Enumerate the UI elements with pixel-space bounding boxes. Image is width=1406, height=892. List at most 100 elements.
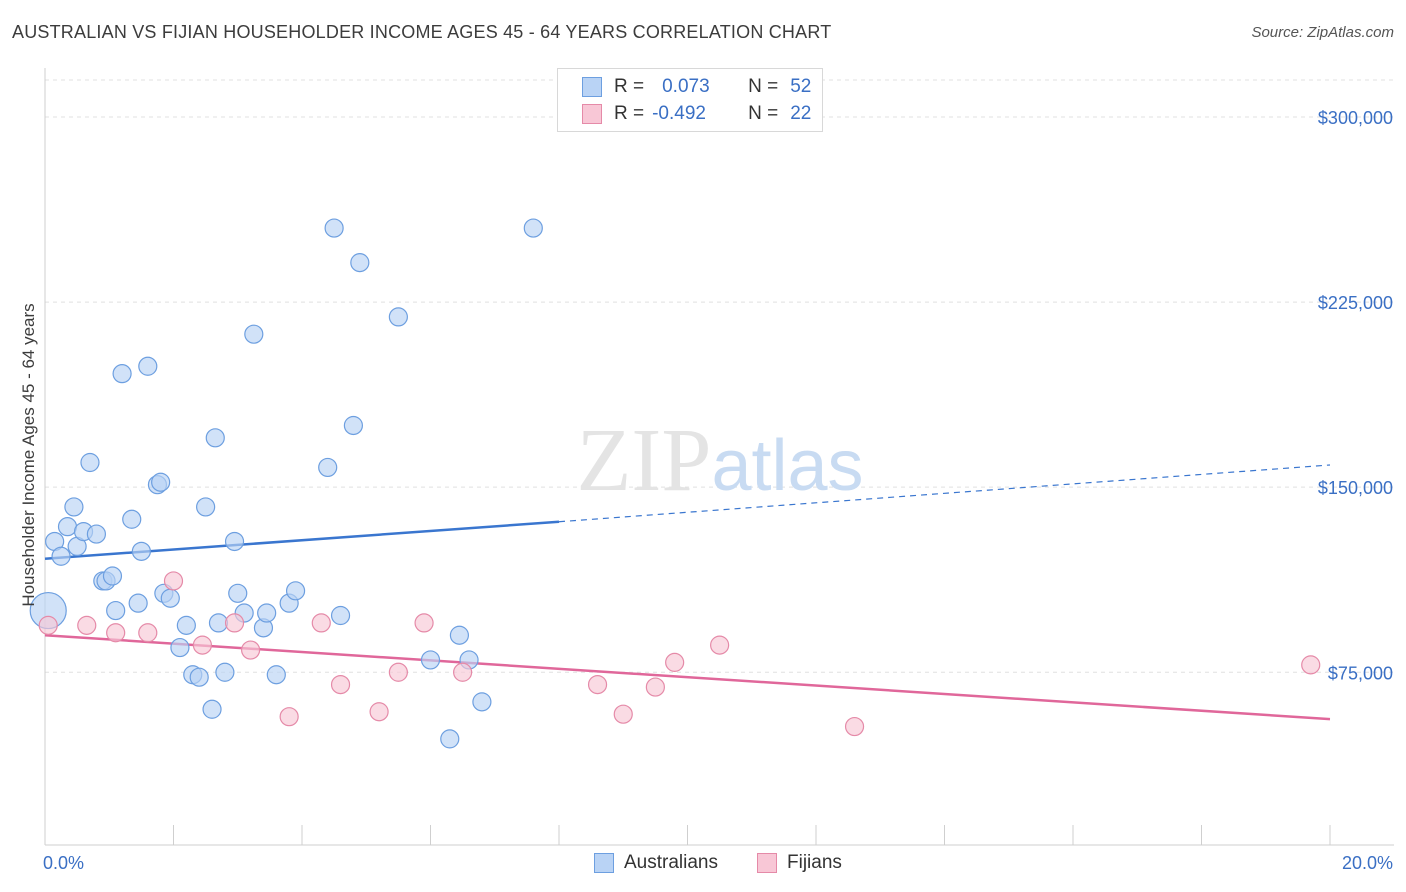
point-fijians bbox=[106, 623, 126, 643]
legend-item-australians: Australians bbox=[594, 852, 718, 874]
point-australians bbox=[224, 531, 245, 552]
point-australians bbox=[266, 665, 286, 685]
r-value: -0.492 bbox=[652, 103, 706, 124]
y-axis-title: Householder Income Ages 45 - 64 years bbox=[19, 303, 38, 606]
point-australians bbox=[112, 364, 132, 384]
legend-label-fijians: Fijians bbox=[787, 852, 842, 873]
point-australians bbox=[176, 615, 196, 635]
source-credit: Source: ZipAtlas.com bbox=[1251, 24, 1394, 41]
correlation-legend: R = 0.073 N = 52 R = -0.492 N = 22 bbox=[557, 68, 823, 132]
watermark-zip: ZIP bbox=[576, 411, 711, 510]
point-australians bbox=[202, 699, 222, 719]
point-fijians bbox=[645, 677, 665, 697]
legend-row-fijians: R = -0.492 N = 22 bbox=[582, 102, 811, 126]
grid-lines bbox=[45, 79, 1394, 673]
x-tick-labels: 0.0% 20.0% bbox=[43, 853, 1393, 873]
point-australians bbox=[318, 457, 338, 478]
watermark: ZIPatlas bbox=[576, 411, 863, 510]
point-australians bbox=[285, 581, 306, 601]
trend-line-fijians bbox=[44, 633, 1331, 721]
point-fijians bbox=[369, 702, 389, 722]
point-fijians bbox=[311, 613, 331, 633]
point-australians bbox=[106, 600, 126, 621]
point-australians bbox=[420, 650, 441, 670]
point-fijians bbox=[844, 716, 865, 737]
n-label: N = bbox=[748, 76, 779, 97]
point-australians bbox=[102, 566, 123, 586]
point-australians bbox=[189, 667, 209, 687]
legend-swatch-fijians bbox=[757, 853, 777, 873]
point-australians bbox=[131, 541, 151, 561]
point-australians bbox=[472, 692, 492, 712]
x-tick-label: 20.0% bbox=[1342, 853, 1393, 873]
point-australians bbox=[151, 472, 171, 492]
point-australians bbox=[160, 588, 180, 608]
point-australians bbox=[128, 593, 148, 613]
point-australians bbox=[170, 637, 190, 658]
point-australians bbox=[196, 497, 216, 517]
point-australians bbox=[51, 546, 71, 566]
point-australians bbox=[388, 307, 408, 327]
point-fijians bbox=[192, 635, 213, 655]
point-fijians bbox=[388, 662, 408, 682]
point-australians bbox=[205, 428, 225, 448]
point-australians bbox=[343, 415, 363, 436]
point-fijians bbox=[665, 652, 685, 672]
point-australians bbox=[330, 605, 351, 626]
point-australians bbox=[244, 324, 264, 344]
point-australians bbox=[228, 583, 248, 603]
legend-row-australians: R = 0.073 N = 52 bbox=[582, 75, 811, 99]
trend-line-australians-projection bbox=[558, 464, 1331, 523]
point-australians bbox=[80, 452, 100, 473]
legend-swatch-australians bbox=[594, 853, 614, 873]
point-australians bbox=[257, 603, 277, 623]
point-australians bbox=[215, 662, 235, 682]
point-australians bbox=[122, 509, 142, 529]
legend-swatch-australians bbox=[582, 77, 602, 97]
r-label: R = bbox=[614, 103, 645, 124]
r-value: 0.073 bbox=[662, 76, 710, 97]
point-fijians bbox=[587, 674, 608, 695]
trend-line-australians bbox=[44, 520, 560, 560]
n-label: N = bbox=[748, 103, 779, 124]
point-australians bbox=[324, 218, 344, 238]
y-tick-label: $225,000 bbox=[1318, 293, 1393, 313]
watermark-atlas: atlas bbox=[711, 426, 863, 506]
point-australians bbox=[138, 356, 158, 376]
x-tick-label: 0.0% bbox=[43, 853, 84, 873]
point-fijians bbox=[224, 613, 245, 633]
data-points bbox=[29, 218, 1321, 749]
point-australians bbox=[449, 625, 470, 645]
n-value: 52 bbox=[790, 76, 812, 97]
y-tick-label: $300,000 bbox=[1318, 108, 1393, 128]
point-australians bbox=[64, 497, 84, 517]
legend-item-fijians: Fijians bbox=[757, 852, 842, 874]
point-fijians bbox=[241, 640, 261, 660]
point-australians bbox=[440, 729, 460, 749]
point-australians bbox=[57, 517, 78, 537]
chart-title: AUSTRALIAN VS FIJIAN HOUSEHOLDER INCOME … bbox=[12, 22, 832, 42]
n-value: 22 bbox=[790, 103, 812, 124]
point-fijians bbox=[414, 613, 434, 633]
series-legend: Australians Fijians bbox=[0, 852, 1406, 878]
y-tick-label: $75,000 bbox=[1328, 663, 1393, 683]
point-fijians bbox=[453, 662, 473, 682]
legend-swatch-fijians bbox=[582, 104, 602, 124]
point-australians bbox=[86, 524, 107, 544]
point-fijians bbox=[1301, 655, 1321, 675]
point-fijians bbox=[38, 615, 58, 635]
point-fijians bbox=[279, 707, 299, 727]
point-fijians bbox=[163, 571, 184, 591]
point-australians bbox=[208, 613, 229, 633]
point-australians bbox=[523, 218, 543, 238]
point-fijians bbox=[138, 623, 158, 643]
r-label: R = bbox=[614, 76, 645, 97]
y-tick-labels: $75,000 $150,000 $225,000 $300,000 bbox=[1318, 108, 1393, 683]
point-fijians bbox=[77, 615, 97, 635]
point-fijians bbox=[710, 635, 730, 655]
point-fijians bbox=[330, 674, 351, 695]
point-australians bbox=[350, 253, 370, 273]
y-tick-label: $150,000 bbox=[1318, 478, 1393, 498]
axes bbox=[44, 68, 1394, 846]
